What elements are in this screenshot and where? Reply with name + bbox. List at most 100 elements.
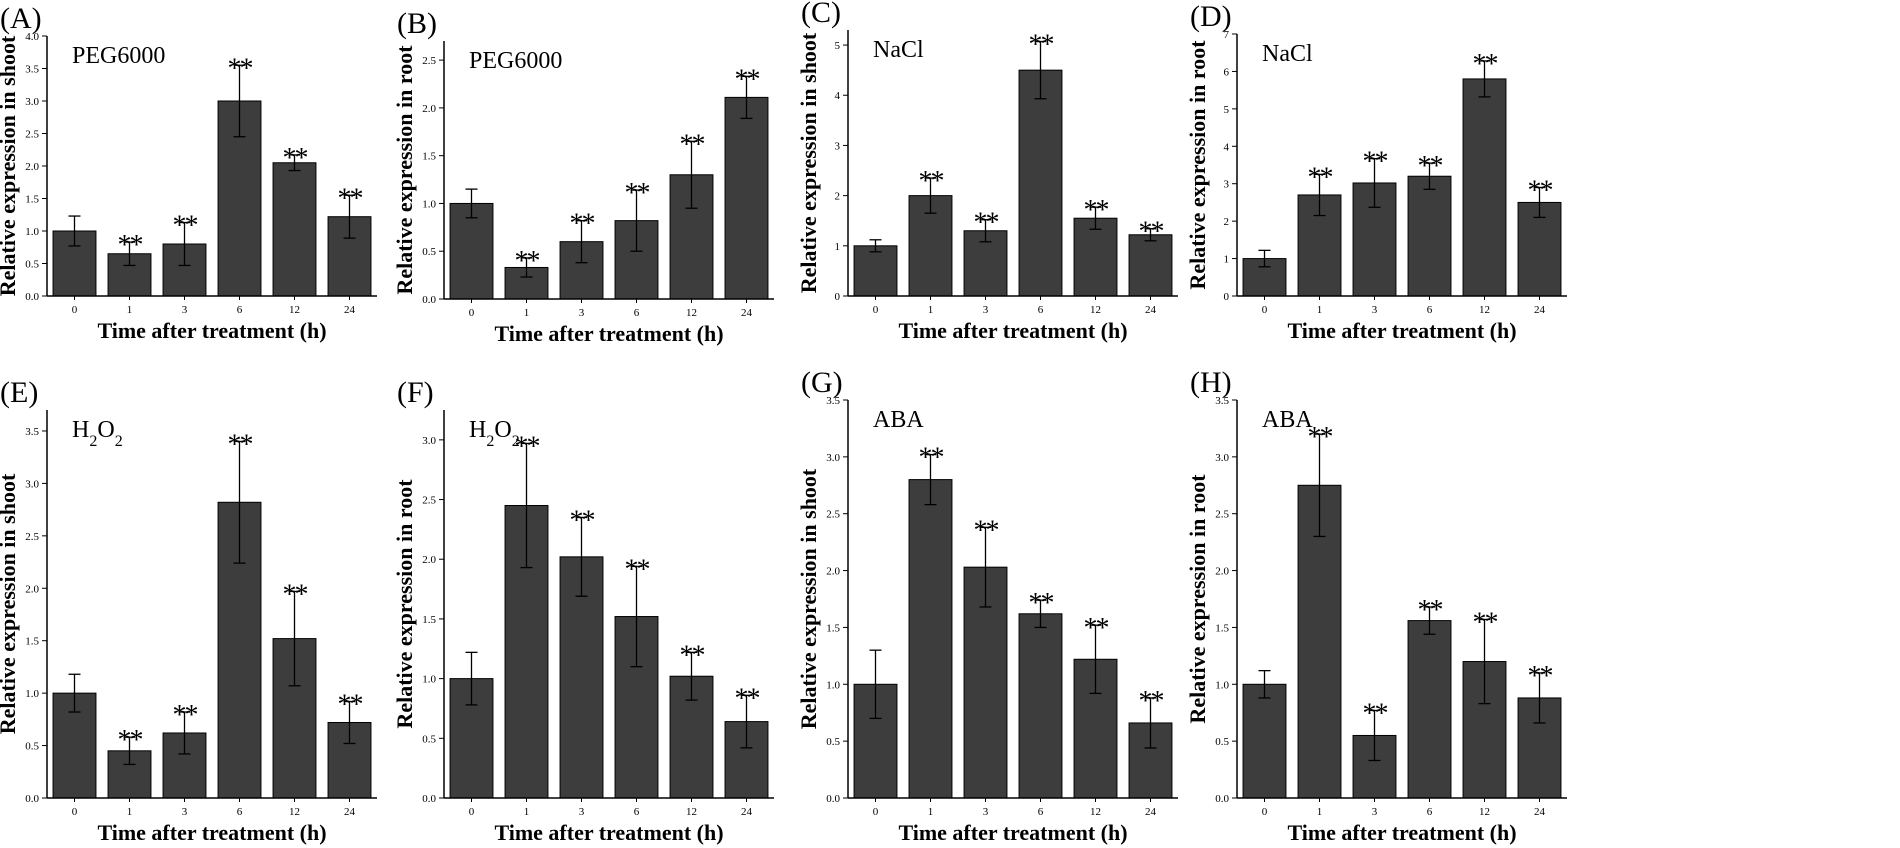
panel-letter: (D) bbox=[1190, 0, 1232, 33]
x-tick-label: 1 bbox=[127, 304, 133, 316]
y-tick-label: 0.0 bbox=[422, 294, 436, 306]
y-tick-label: 2.0 bbox=[422, 103, 436, 115]
condition-text: ABA bbox=[1262, 407, 1313, 433]
x-axis-title: Time after treatment (h) bbox=[898, 820, 1127, 845]
y-tick-label: 4 bbox=[1224, 141, 1230, 153]
significance-mark: ** bbox=[1418, 151, 1443, 182]
bar-24 bbox=[1128, 234, 1173, 297]
condition-label: H2O2 bbox=[72, 417, 123, 450]
significance-mark: ** bbox=[338, 183, 363, 214]
bar-6 bbox=[1018, 69, 1063, 297]
significance-mark: ** bbox=[1308, 422, 1333, 453]
significance-mark: ** bbox=[515, 246, 540, 277]
chart-panel-a: (A) PEG6000 0 ** 1 ** 3 ** 6 ** 12 ** 24 0.0 0.5 1.0 1.5… bbox=[0, 2, 377, 343]
y-tick-label: 3.0 bbox=[422, 435, 436, 447]
y-tick-label: 0.0 bbox=[422, 793, 436, 805]
y-axis-title: Relative expression in shoot bbox=[796, 32, 821, 293]
condition-label: H2O2 bbox=[469, 417, 520, 450]
y-tick-label: 0.5 bbox=[25, 259, 39, 271]
x-tick-label: 24 bbox=[1534, 304, 1546, 316]
significance-mark: ** bbox=[1363, 147, 1388, 178]
x-tick-label: 6 bbox=[237, 304, 243, 316]
y-tick-label: 5 bbox=[1224, 104, 1230, 116]
significance-mark: ** bbox=[1308, 162, 1333, 193]
x-tick-label: 24 bbox=[741, 307, 753, 319]
x-tick-label: 3 bbox=[983, 806, 989, 818]
x-axis-title: Time after treatment (h) bbox=[1287, 820, 1516, 845]
condition-text: PEG6000 bbox=[469, 48, 562, 74]
x-tick-label: 6 bbox=[1038, 806, 1044, 818]
y-tick-label: 1.0 bbox=[422, 198, 436, 210]
y-tick-label: 0.5 bbox=[826, 736, 840, 748]
significance-mark: ** bbox=[1528, 661, 1553, 692]
condition-text: H bbox=[72, 417, 89, 443]
y-tick-label: 5 bbox=[835, 40, 841, 52]
x-tick-label: 3 bbox=[579, 806, 585, 818]
bar-24 bbox=[724, 96, 769, 300]
y-tick-label: 0.0 bbox=[1215, 793, 1229, 805]
y-tick-label: 0.5 bbox=[1215, 736, 1229, 748]
y-tick-label: 3 bbox=[1224, 179, 1230, 191]
y-tick-label: 2.5 bbox=[25, 531, 39, 543]
y-axis-title: Relative expression in shoot bbox=[796, 468, 821, 729]
significance-mark: ** bbox=[283, 143, 308, 174]
y-axis-title: Relative expression in root bbox=[1185, 474, 1210, 724]
significance-mark: ** bbox=[974, 208, 999, 239]
significance-mark: ** bbox=[1029, 588, 1054, 619]
y-tick-label: 1.5 bbox=[1215, 622, 1229, 634]
y-tick-label: 4 bbox=[835, 90, 841, 102]
bar-6 bbox=[1407, 620, 1452, 799]
significance-mark: ** bbox=[680, 129, 705, 160]
condition-label: ABA bbox=[1262, 407, 1313, 433]
y-tick-label: 2.0 bbox=[422, 554, 436, 566]
x-axis-title: Time after treatment (h) bbox=[97, 820, 326, 845]
y-tick-label: 1.0 bbox=[25, 688, 39, 700]
y-axis-title: Relative expression in shoot bbox=[0, 35, 20, 296]
x-tick-label: 1 bbox=[1317, 806, 1323, 818]
y-tick-label: 3.0 bbox=[1215, 452, 1229, 464]
significance-mark: ** bbox=[173, 700, 198, 731]
panel-letter: (C) bbox=[801, 0, 841, 29]
panel-letter: (H) bbox=[1190, 366, 1232, 399]
condition-label: PEG6000 bbox=[72, 43, 165, 69]
x-tick-label: 12 bbox=[1090, 806, 1101, 818]
x-tick-label: 24 bbox=[1145, 304, 1157, 316]
significance-mark: ** bbox=[919, 443, 944, 474]
significance-mark: ** bbox=[1139, 686, 1164, 717]
x-tick-label: 3 bbox=[182, 806, 188, 818]
x-tick-label: 1 bbox=[1317, 304, 1323, 316]
x-tick-label: 0 bbox=[72, 806, 78, 818]
significance-mark: ** bbox=[1528, 175, 1553, 206]
condition-text: NaCl bbox=[873, 37, 924, 63]
x-tick-label: 1 bbox=[928, 304, 934, 316]
y-tick-label: 2 bbox=[1224, 216, 1230, 228]
x-tick-label: 12 bbox=[289, 806, 300, 818]
x-axis-title: Time after treatment (h) bbox=[494, 321, 723, 346]
y-tick-label: 0.5 bbox=[422, 246, 436, 258]
y-axis-title: Relative expression in root bbox=[392, 45, 417, 295]
x-tick-label: 3 bbox=[579, 307, 585, 319]
condition-label: NaCl bbox=[1262, 41, 1313, 67]
y-tick-label: 6 bbox=[1224, 66, 1230, 78]
y-tick-label: 2.0 bbox=[826, 566, 840, 578]
x-axis-title: Time after treatment (h) bbox=[97, 318, 326, 343]
y-tick-label: 2.5 bbox=[422, 495, 436, 507]
y-tick-label: 3.5 bbox=[826, 395, 840, 407]
y-tick-label: 1.0 bbox=[1215, 679, 1229, 691]
significance-mark: ** bbox=[570, 505, 595, 536]
significance-mark: ** bbox=[735, 64, 760, 95]
bar-6 bbox=[1018, 613, 1063, 799]
y-tick-label: 1.5 bbox=[25, 636, 39, 648]
panel-letter: (G) bbox=[801, 366, 843, 399]
significance-mark: ** bbox=[228, 429, 253, 460]
x-tick-label: 24 bbox=[344, 806, 356, 818]
x-tick-label: 6 bbox=[634, 806, 640, 818]
x-tick-label: 24 bbox=[741, 806, 753, 818]
x-tick-label: 12 bbox=[289, 304, 300, 316]
panel-letter: (F) bbox=[397, 376, 434, 409]
y-tick-label: 0.5 bbox=[422, 733, 436, 745]
y-tick-label: 0.5 bbox=[25, 741, 39, 753]
y-tick-label: 1.0 bbox=[826, 679, 840, 691]
y-tick-label: 3.0 bbox=[25, 478, 39, 490]
